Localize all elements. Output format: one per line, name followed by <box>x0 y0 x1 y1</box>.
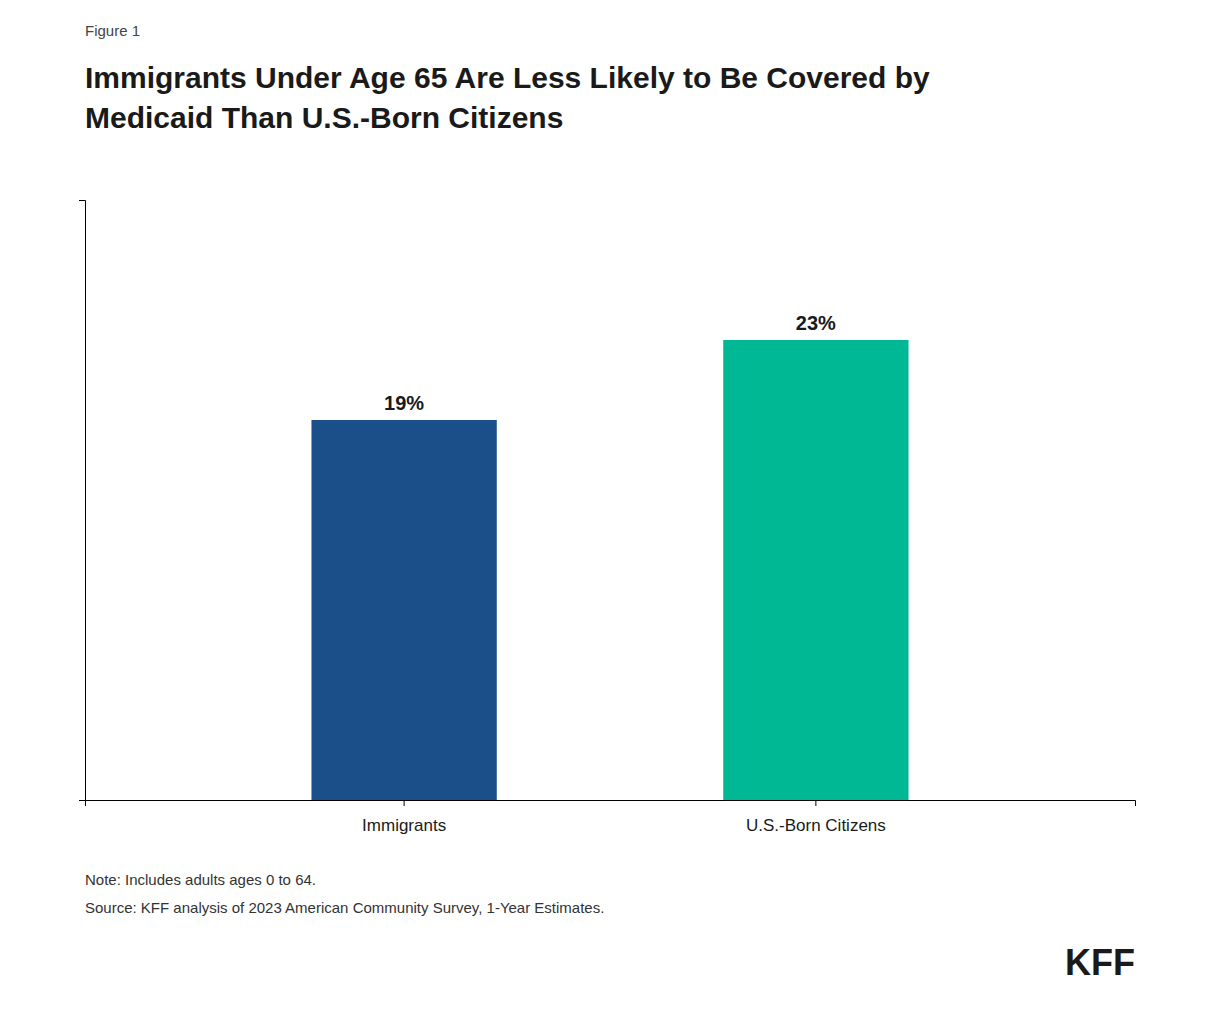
y-axis <box>79 201 86 801</box>
title: Immigrants Under Age 65 Are Less Likely … <box>85 61 930 94</box>
data-label: 23% <box>796 312 836 334</box>
bar <box>311 420 496 800</box>
x-tick-mark <box>815 800 816 806</box>
bar <box>723 340 908 800</box>
data-labels: 19% 23% <box>384 312 836 414</box>
logo-label: KFF <box>1065 942 1135 983</box>
bars <box>311 340 908 800</box>
x-tick-label: U.S.-Born Citizens <box>746 816 886 835</box>
annotation: Note: Includes adults ages 0 to 64. <box>85 871 316 888</box>
x-axis-line <box>86 801 1136 807</box>
annotation: Source: KFF analysis of 2023 American Co… <box>85 899 604 916</box>
data-label: 19% <box>384 392 424 414</box>
x-tick: Immigrants <box>362 800 446 835</box>
chart-svg: Figure 1 Immigrants Under Age 65 Are Less… <box>0 0 1220 1010</box>
x-tick: U.S.-Born Citizens <box>746 800 886 835</box>
x-tick-mark <box>404 800 405 806</box>
x-tick-label: Immigrants <box>362 816 446 835</box>
x-axis: Immigrants U.S.-Born Citizens <box>86 800 1136 835</box>
chart-container: Figure 1 Immigrants Under Age 65 Are Less… <box>0 0 1220 1010</box>
y-axis-line <box>79 201 86 801</box>
figure-label: Figure 1 <box>85 22 140 39</box>
title: Medicaid Than U.S.-Born Citizens <box>85 101 563 134</box>
